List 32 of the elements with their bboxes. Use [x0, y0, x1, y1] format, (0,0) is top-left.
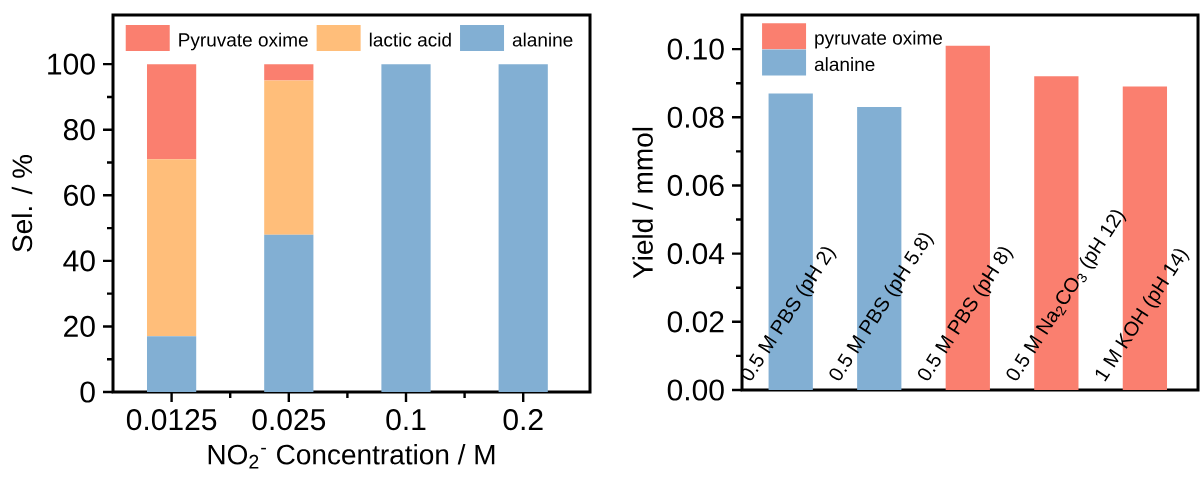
bar: [146, 336, 197, 392]
y-tick-label: 80: [63, 119, 95, 141]
bar: [498, 64, 548, 392]
legend-label: pyruvate oxime: [815, 30, 943, 49]
y-tick-label: 0.10: [667, 38, 724, 60]
legend-label: alanine: [512, 32, 573, 47]
bar: [264, 64, 314, 81]
bar: [146, 159, 197, 337]
y-tick-label: 0.08: [667, 106, 724, 128]
y-tick-label: 0.00: [667, 379, 724, 401]
y-tick-label: 0.06: [667, 174, 724, 197]
x-tick-label: 0.0125: [126, 409, 217, 431]
y-tick-label: 40: [63, 250, 95, 272]
x-tick-label: 0.1: [386, 409, 426, 431]
bar: [264, 234, 314, 392]
y-tick-label: 60: [64, 184, 95, 206]
y-axis-title: Yield / mmol: [632, 127, 653, 279]
bar: [381, 64, 431, 392]
y-tick-label: 20: [64, 315, 95, 338]
y-tick-label: 100: [48, 53, 95, 75]
legend-label: alanine: [814, 57, 875, 72]
y-tick-label: 0.04: [667, 243, 725, 265]
legend-label: lactic acid: [369, 32, 451, 47]
x-tick-label: 0.2: [503, 409, 543, 431]
x-tick-label: 0.025: [252, 409, 326, 431]
y-tick-label: 0.02: [667, 311, 724, 333]
bar: [146, 64, 197, 160]
y-axis-title: Sel. / %: [11, 154, 33, 252]
y-tick-label: 0: [80, 381, 95, 403]
x-axis-title: NO$_{2}$$^{-}$ Concentration / M: [208, 443, 495, 469]
bar: [264, 80, 314, 235]
legend-label: Pyruvate oxime: [179, 32, 308, 51]
